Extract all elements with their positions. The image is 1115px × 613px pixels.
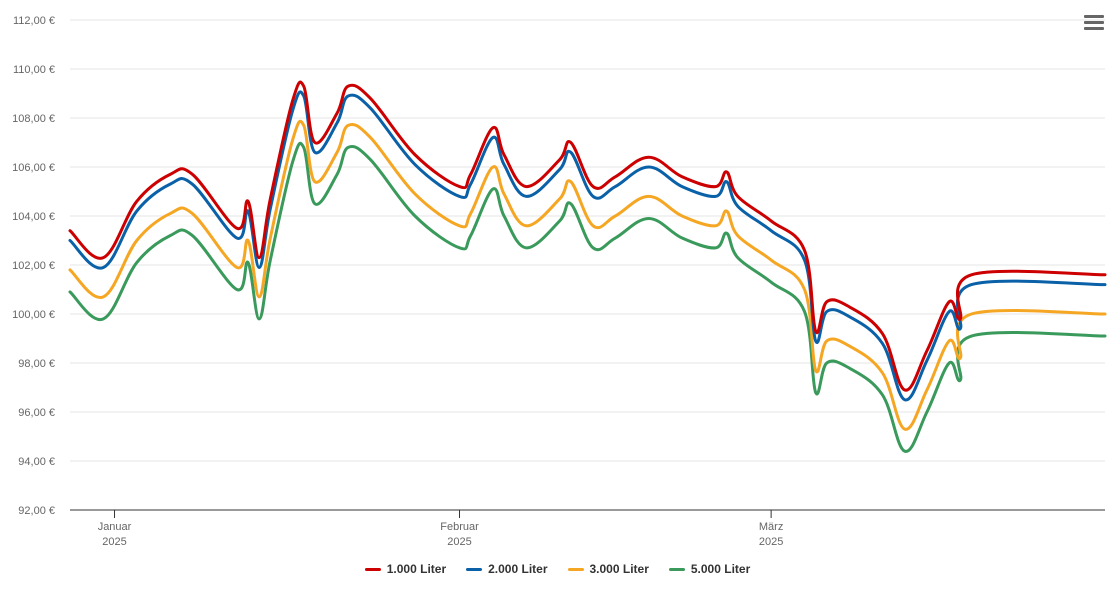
series-line-1-000-liter bbox=[68, 80, 1107, 392]
x-tick-label: Januar bbox=[98, 521, 132, 533]
menu-bar bbox=[1084, 21, 1104, 24]
menu-bar bbox=[1084, 15, 1104, 18]
y-tick-label: 106,00 € bbox=[12, 162, 55, 174]
chart-legend: 1.000 Liter 2.000 Liter 3.000 Liter 5.000 L… bbox=[0, 562, 1115, 576]
y-tick-label: 102,00 € bbox=[12, 260, 55, 272]
x-tick-year-label: 2025 bbox=[447, 536, 471, 548]
y-tick-label: 98,00 € bbox=[18, 358, 55, 370]
legend-label: 5.000 Liter bbox=[690, 562, 751, 576]
y-tick-label: 104,00 € bbox=[12, 211, 55, 223]
legend-label: 1.000 Liter bbox=[386, 562, 447, 576]
y-tick-label: 112,00 € bbox=[13, 15, 55, 27]
menu-bar bbox=[1084, 27, 1104, 30]
legend-item[interactable]: 2.000 Liter bbox=[466, 562, 548, 576]
y-tick-label: 94,00 € bbox=[18, 456, 55, 468]
legend-swatch bbox=[466, 567, 483, 571]
legend-item[interactable]: 3.000 Liter bbox=[567, 562, 649, 576]
series-line-3-000-liter bbox=[68, 119, 1107, 431]
y-tick-label: 92,00 € bbox=[18, 505, 55, 517]
legend-swatch bbox=[668, 567, 685, 571]
legend-item[interactable]: 1.000 Liter bbox=[364, 562, 447, 576]
legend-label: 2.000 Liter bbox=[488, 562, 548, 576]
y-tick-label: 108,00 € bbox=[12, 113, 55, 125]
hamburger-menu-icon[interactable] bbox=[1082, 12, 1106, 34]
legend-item[interactable]: 5.000 Liter bbox=[668, 562, 751, 576]
legend-swatch bbox=[364, 567, 381, 571]
x-tick-year-label: 2025 bbox=[759, 536, 783, 548]
y-tick-label: 100,00 € bbox=[12, 309, 55, 321]
legend-swatch bbox=[567, 567, 584, 571]
y-tick-label: 110,00 € bbox=[13, 64, 55, 76]
series-line-2-000-liter bbox=[68, 90, 1107, 402]
y-tick-label: 96,00 € bbox=[18, 407, 55, 419]
series-line-5-000-liter bbox=[68, 141, 1107, 453]
x-tick-label: März bbox=[759, 521, 783, 533]
x-tick-label: Februar bbox=[440, 521, 479, 533]
x-tick-year-label: 2025 bbox=[102, 536, 126, 548]
legend-label: 3.000 Liter bbox=[589, 562, 649, 576]
